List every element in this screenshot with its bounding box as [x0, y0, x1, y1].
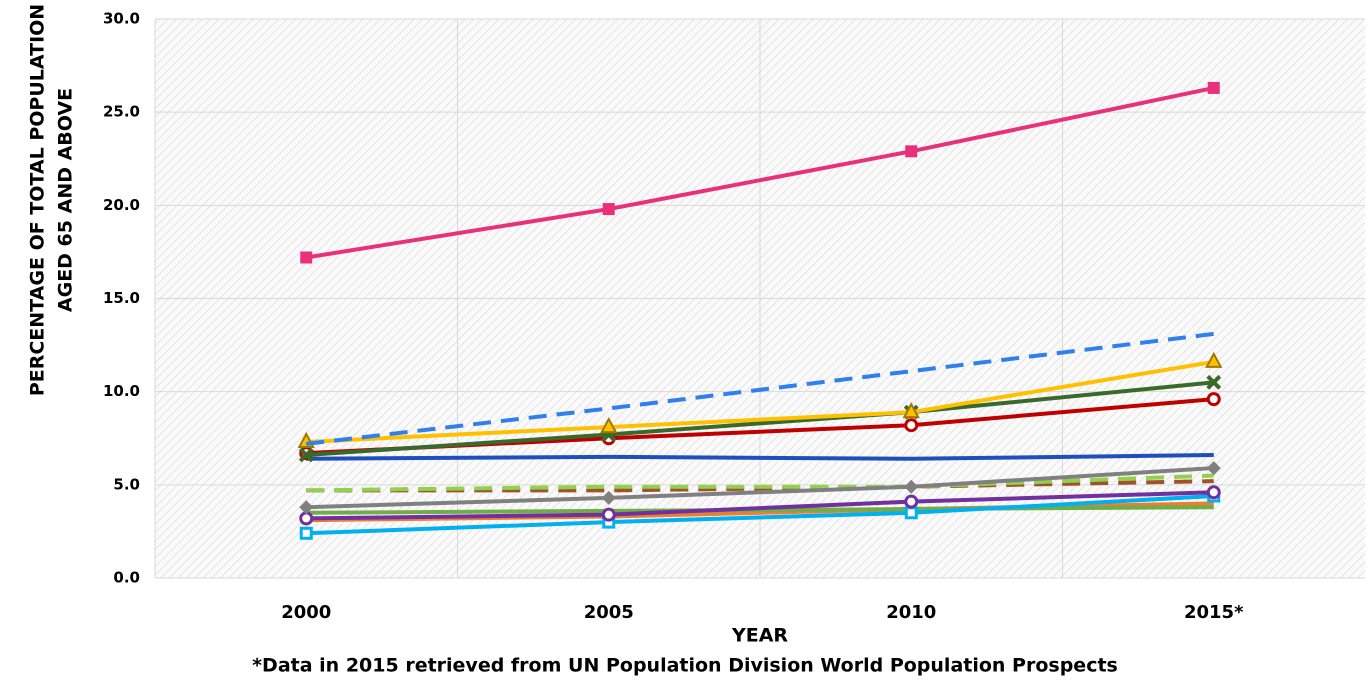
- marker: [1206, 374, 1222, 390]
- series-line: [306, 380, 1214, 458]
- marker: [299, 511, 314, 526]
- x-tick-label: 2005: [584, 602, 634, 623]
- marker: [299, 526, 313, 540]
- marker: [904, 418, 919, 433]
- series-line: [306, 331, 1214, 446]
- x-tick-label: 2015*: [1184, 602, 1244, 623]
- y-axis-title: PERCENTAGE OF TOTAL POPULATION: [27, 4, 49, 396]
- marker: [1205, 351, 1223, 368]
- marker: [902, 402, 920, 419]
- y-tick-label: 15.0: [103, 289, 140, 307]
- y-tick-label: 25.0: [103, 103, 140, 121]
- y-tick-label: 5.0: [113, 475, 140, 493]
- marker: [601, 490, 616, 505]
- series-line: [306, 466, 1214, 510]
- x-axis-title: YEAR: [731, 625, 788, 647]
- series-line: [305, 85, 1215, 260]
- series-line: [306, 453, 1214, 461]
- marker: [1207, 81, 1220, 94]
- y-tick-label: 10.0: [103, 382, 140, 400]
- marker: [299, 500, 314, 515]
- marker: [1206, 461, 1221, 476]
- y-tick-label: 30.0: [103, 10, 140, 28]
- series-line: [306, 490, 1214, 521]
- marker: [298, 447, 314, 463]
- series-line: [306, 494, 1214, 536]
- marker: [602, 203, 615, 216]
- marker: [300, 251, 313, 264]
- x-tick-label: 2010: [886, 602, 936, 623]
- y-tick-label: 20.0: [103, 196, 140, 214]
- marker: [904, 506, 918, 520]
- marker: [600, 416, 618, 434]
- marker: [601, 507, 616, 522]
- marker: [904, 494, 919, 509]
- series-line: [306, 473, 1214, 493]
- marker: [1206, 392, 1221, 407]
- marker: [1206, 485, 1221, 500]
- y-tick-label: 0.0: [113, 569, 140, 587]
- x-tick-label: 2000: [281, 602, 331, 623]
- series-line: [306, 359, 1215, 444]
- footnote: *Data in 2015 retrieved from UN Populati…: [252, 655, 1118, 677]
- marker: [905, 145, 918, 158]
- marker: [904, 479, 919, 494]
- y-axis-title: AGED 65 AND ABOVE: [55, 88, 77, 312]
